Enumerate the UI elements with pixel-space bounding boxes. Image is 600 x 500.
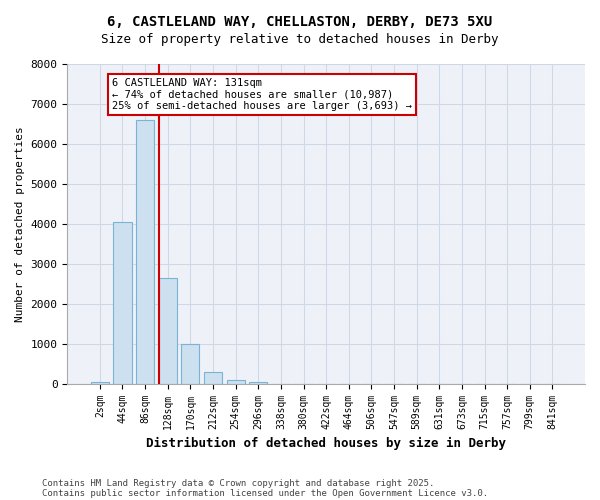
Bar	[136, 120, 154, 384]
Bar	[113, 222, 131, 384]
Bar	[91, 382, 109, 384]
Y-axis label: Number of detached properties: Number of detached properties	[15, 126, 25, 322]
X-axis label: Distribution of detached houses by size in Derby: Distribution of detached houses by size …	[146, 437, 506, 450]
Text: Contains public sector information licensed under the Open Government Licence v3: Contains public sector information licen…	[42, 488, 488, 498]
Bar	[204, 372, 222, 384]
Bar	[227, 380, 245, 384]
Text: 6 CASTLELAND WAY: 131sqm
← 74% of detached houses are smaller (10,987)
25% of se: 6 CASTLELAND WAY: 131sqm ← 74% of detach…	[112, 78, 412, 111]
Text: Contains HM Land Registry data © Crown copyright and database right 2025.: Contains HM Land Registry data © Crown c…	[42, 478, 434, 488]
Bar	[158, 278, 177, 384]
Bar	[249, 382, 268, 384]
Text: Size of property relative to detached houses in Derby: Size of property relative to detached ho…	[101, 32, 499, 46]
Text: 6, CASTLELAND WAY, CHELLASTON, DERBY, DE73 5XU: 6, CASTLELAND WAY, CHELLASTON, DERBY, DE…	[107, 15, 493, 29]
Bar	[181, 344, 199, 384]
